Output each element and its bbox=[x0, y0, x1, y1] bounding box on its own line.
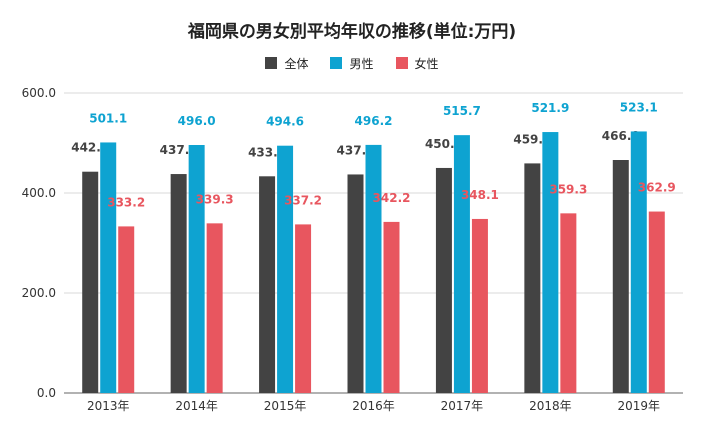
legend-label: 全体 bbox=[284, 56, 309, 71]
bar bbox=[100, 142, 117, 393]
y-tick-label: 0.0 bbox=[37, 386, 56, 400]
data-label: 437.9 bbox=[160, 143, 198, 157]
data-label: 342.2 bbox=[373, 191, 411, 205]
x-tick-label: 2013年 bbox=[87, 399, 130, 413]
bar bbox=[612, 160, 629, 393]
bar bbox=[170, 174, 187, 393]
x-tick-label: 2018年 bbox=[529, 399, 572, 413]
x-tick-label: 2019年 bbox=[618, 399, 661, 413]
bar bbox=[524, 163, 541, 393]
bar bbox=[648, 211, 665, 393]
x-tick-label: 2016年 bbox=[352, 399, 395, 413]
data-label: 523.1 bbox=[620, 100, 658, 114]
data-label: 437.1 bbox=[337, 143, 375, 157]
x-tick-label: 2015年 bbox=[264, 399, 307, 413]
bar bbox=[365, 144, 382, 393]
data-label: 496.0 bbox=[178, 114, 216, 128]
data-label: 333.2 bbox=[107, 195, 145, 209]
data-label: 450.1 bbox=[425, 137, 463, 151]
bar bbox=[560, 213, 577, 393]
legend: 全体 男性 女性 bbox=[0, 54, 704, 72]
bar bbox=[118, 226, 135, 393]
data-label: 362.9 bbox=[638, 181, 676, 195]
data-label: 466.0 bbox=[602, 129, 640, 143]
data-label: 515.7 bbox=[443, 104, 481, 118]
bar bbox=[82, 171, 99, 393]
bar bbox=[542, 132, 559, 394]
bar bbox=[259, 176, 276, 393]
legend-label: 男性 bbox=[349, 56, 374, 71]
bar bbox=[277, 145, 294, 393]
x-tick-label: 2017年 bbox=[441, 399, 484, 413]
legend-label: 女性 bbox=[414, 56, 439, 71]
legend-swatch bbox=[395, 57, 408, 69]
data-label: 339.3 bbox=[196, 192, 234, 206]
bar bbox=[295, 224, 312, 393]
data-label: 359.3 bbox=[549, 182, 587, 196]
y-tick-label: 200.0 bbox=[22, 286, 56, 300]
legend-item: 女性 bbox=[395, 55, 439, 72]
data-label: 459.2 bbox=[513, 132, 551, 146]
chart-title: 福岡県の男女別平均年収の推移(単位:万円) bbox=[187, 22, 517, 42]
bar bbox=[206, 223, 223, 393]
data-label: 348.1 bbox=[461, 188, 499, 202]
data-label: 433.4 bbox=[248, 145, 286, 159]
y-tick-label: 600.0 bbox=[22, 86, 56, 100]
data-label: 496.2 bbox=[355, 114, 393, 128]
bar bbox=[630, 131, 647, 393]
data-label: 494.6 bbox=[266, 115, 304, 129]
data-label: 337.2 bbox=[284, 193, 322, 207]
data-label: 521.9 bbox=[531, 101, 569, 115]
bar bbox=[347, 174, 364, 393]
bar bbox=[435, 167, 452, 393]
bar bbox=[188, 145, 205, 393]
bar bbox=[383, 221, 400, 393]
bar bbox=[453, 135, 470, 393]
legend-item: 全体 bbox=[265, 55, 308, 72]
bar bbox=[471, 218, 488, 393]
data-label: 501.1 bbox=[89, 111, 127, 125]
data-label: 442.6 bbox=[71, 141, 109, 155]
x-tick-label: 2014年 bbox=[175, 399, 218, 413]
legend-swatch bbox=[265, 57, 278, 69]
legend-item: 男性 bbox=[330, 55, 374, 72]
y-tick-label: 400.0 bbox=[22, 186, 56, 200]
legend-swatch bbox=[330, 57, 343, 69]
